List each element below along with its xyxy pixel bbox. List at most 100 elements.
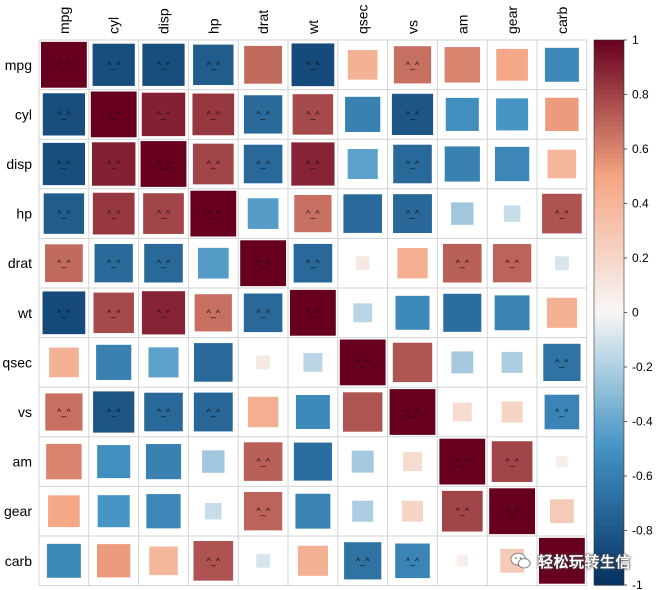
colorbar-segment bbox=[594, 412, 624, 418]
colorbar-segment bbox=[594, 389, 624, 395]
corr-cell-qsec-vs bbox=[392, 342, 433, 383]
colorbar-segment bbox=[594, 294, 624, 300]
corr-cell-vs-am bbox=[452, 402, 472, 422]
significance-mark: ^_^ bbox=[555, 556, 569, 566]
colorbar-segment bbox=[594, 158, 624, 164]
corr-cell-qsec-hp bbox=[194, 343, 233, 382]
colorbar-tick-label: -0.6 bbox=[632, 469, 653, 483]
corr-cell-gear-drat bbox=[243, 492, 283, 531]
corr-cell-am-gear bbox=[491, 441, 533, 482]
watermark: 轻松玩转生信 bbox=[510, 548, 650, 574]
corr-cell-gear-am bbox=[441, 490, 483, 532]
significance-mark: ^_^ bbox=[157, 308, 171, 318]
corr-cell-hp-carb bbox=[542, 193, 582, 234]
significance-mark: ^_^ bbox=[207, 209, 221, 219]
significance-mark: ^_^ bbox=[107, 109, 121, 119]
colorbar-tick-label: 0.4 bbox=[632, 197, 649, 211]
corr-cell-drat-mpg bbox=[45, 244, 83, 283]
colorbar-segment bbox=[594, 212, 624, 218]
colorbar-segment bbox=[594, 371, 624, 377]
colorbar-segment bbox=[594, 512, 624, 518]
significance-mark: ^_^ bbox=[207, 556, 221, 566]
significance-mark: ^_^ bbox=[107, 209, 121, 219]
significance-mark: ^_^ bbox=[157, 109, 171, 119]
corr-cell-mpg-cyl bbox=[92, 43, 135, 86]
corr-cell-gear-qsec bbox=[352, 500, 374, 522]
colorbar-tick-label: 0.6 bbox=[632, 142, 649, 156]
colorbar-segment bbox=[594, 521, 624, 527]
corr-cell-am-am bbox=[439, 438, 486, 485]
corr-cell-vs-carb bbox=[544, 394, 580, 430]
corr-cell-disp-carb bbox=[547, 149, 577, 179]
colorbar-segment bbox=[594, 421, 624, 427]
corr-cell-mpg-carb bbox=[544, 47, 579, 82]
colorbar-segment bbox=[594, 466, 624, 473]
significance-mark: ^_^ bbox=[256, 109, 270, 119]
corr-cell-disp-am bbox=[444, 146, 480, 182]
significance-mark: ^_^ bbox=[505, 258, 519, 268]
colorbar-segment bbox=[594, 230, 624, 236]
colorbar-segment bbox=[594, 135, 624, 141]
corr-cell-disp-cyl bbox=[91, 142, 136, 186]
corr-cell-drat-cyl bbox=[94, 244, 133, 283]
corr-cell-gear-carb bbox=[550, 499, 574, 524]
corr-cell-wt-mpg bbox=[42, 291, 86, 335]
colorbar-tick-label: -0.8 bbox=[632, 524, 653, 538]
corr-cell-vs-cyl bbox=[93, 391, 135, 433]
corr-cell-qsec-carb bbox=[543, 343, 581, 382]
significance-mark: ^_^ bbox=[207, 109, 221, 119]
significance-mark: ^_^ bbox=[107, 60, 121, 70]
corr-cell-wt-am bbox=[443, 293, 482, 332]
corr-cell-vs-drat bbox=[247, 396, 279, 428]
corr-cell-mpg-hp bbox=[193, 44, 234, 86]
corr-cell-hp-disp bbox=[143, 193, 184, 234]
colorbar-segment bbox=[594, 285, 624, 291]
col-label-cyl: cyl bbox=[106, 17, 122, 34]
colorbar-segment bbox=[594, 149, 624, 155]
corr-cell-mpg-disp bbox=[142, 43, 185, 86]
significance-mark: ^_^ bbox=[207, 60, 221, 70]
corr-cell-hp-drat bbox=[247, 198, 279, 229]
colorbar-tick-label: -0.4 bbox=[632, 415, 653, 429]
col-label-disp: disp bbox=[156, 8, 172, 34]
corr-cell-qsec-cyl bbox=[96, 344, 132, 380]
significance-mark: ^_^ bbox=[306, 159, 320, 169]
corr-cell-vs-vs bbox=[389, 389, 436, 435]
col-label-vs: vs bbox=[405, 20, 421, 34]
corr-cell-gear-wt bbox=[295, 493, 331, 529]
corr-cell-am-hp bbox=[202, 450, 225, 473]
colorbar-segment bbox=[594, 258, 624, 264]
significance-mark: ^_^ bbox=[107, 159, 121, 169]
colorbar-tick-label: -0.2 bbox=[632, 360, 653, 374]
col-label-gear: gear bbox=[504, 6, 520, 34]
significance-mark: ^_^ bbox=[157, 209, 171, 219]
colorbar-segment bbox=[594, 126, 624, 132]
colorbar-segment bbox=[594, 416, 624, 423]
corr-cell-vs-wt bbox=[295, 395, 330, 429]
corr-cell-mpg-gear bbox=[496, 48, 528, 81]
colorbar-segment bbox=[594, 271, 624, 277]
significance-mark: ^_^ bbox=[456, 258, 470, 268]
colorbar-segment bbox=[594, 530, 624, 536]
colorbar-segment bbox=[594, 480, 624, 486]
corr-cell-disp-mpg bbox=[42, 142, 86, 186]
colorbar-segment bbox=[594, 112, 624, 118]
colorbar-segment bbox=[594, 471, 624, 477]
colorbar-segment bbox=[594, 276, 624, 282]
colorbar-segment bbox=[594, 507, 624, 513]
colorbar-segment bbox=[594, 362, 624, 368]
significance-mark: ^_^ bbox=[157, 258, 171, 268]
corr-cell-wt-carb bbox=[546, 297, 577, 328]
corr-cell-cyl-drat bbox=[243, 95, 283, 134]
corr-cell-qsec-wt bbox=[303, 352, 323, 372]
colorbar-segment bbox=[594, 80, 624, 87]
significance-mark: ^_^ bbox=[107, 258, 121, 268]
colorbar-segment bbox=[594, 121, 624, 127]
colorbar-segment bbox=[594, 580, 624, 586]
colorbar-segment bbox=[594, 525, 624, 532]
colorbar-segment bbox=[594, 407, 624, 414]
colorbar-segment bbox=[594, 262, 624, 268]
significance-mark: ^_^ bbox=[306, 258, 320, 268]
colorbar-segment bbox=[594, 267, 624, 273]
